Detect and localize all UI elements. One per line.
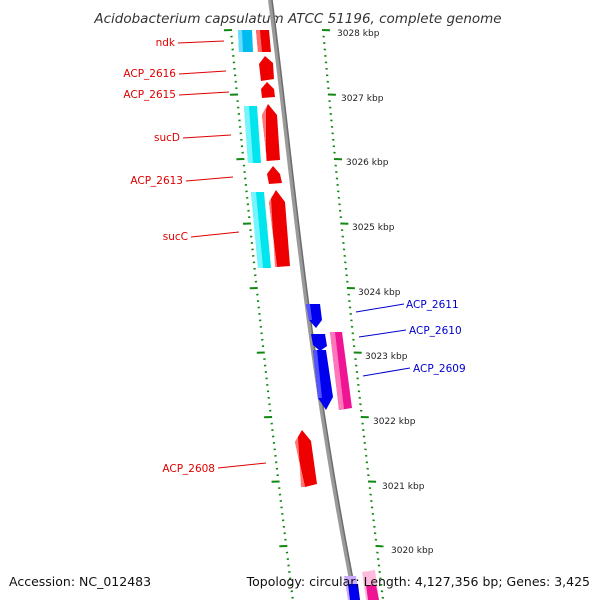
gene-bottom-blue[interactable]	[348, 584, 360, 600]
gene-acp-2616[interactable]	[259, 56, 274, 81]
genome-backbone-shadow	[271, 0, 358, 600]
tick-label: 3021 kbp	[382, 482, 425, 492]
outer-tick-ring	[321, 29, 385, 599]
gene-labels: ndk ACP_2616 ACP_2615 sucD ACP_2613 sucC…	[123, 37, 465, 475]
gene-label-acp-2616[interactable]: ACP_2616	[123, 68, 176, 80]
gene-label-sucC[interactable]: sucC	[163, 231, 188, 243]
gene-acp-2610[interactable]	[311, 334, 327, 351]
gene-features	[238, 30, 379, 600]
gene-acp-2610-pink-highlight	[330, 332, 344, 410]
gene-label-acp-2610[interactable]: ACP_2610	[409, 325, 462, 337]
gene-ndk-highlight	[256, 30, 262, 52]
gene-label-acp-2615[interactable]: ACP_2615	[123, 89, 176, 101]
gene-sucD-cyan-highlight	[244, 106, 253, 163]
tick-label: 3028 kbp	[337, 29, 380, 39]
gene-ndk-cyan-highlight	[238, 30, 243, 52]
gene-acp-2608[interactable]	[295, 430, 317, 487]
inner-tick-ring	[223, 29, 294, 599]
gene-acp-2611-highlight	[306, 304, 312, 320]
genome-backbone	[268, 0, 357, 600]
gene-label-acp-2613[interactable]: ACP_2613	[130, 175, 183, 187]
gene-sucC-cyan-highlight	[251, 192, 263, 268]
gene-label-sucD[interactable]: sucD	[154, 132, 180, 144]
tick-labels: 3028 kbp 3027 kbp 3026 kbp 3025 kbp 3024…	[337, 29, 434, 556]
gene-bottom-magenta[interactable]	[366, 585, 379, 600]
accession-text: Accession: NC_012483	[9, 574, 151, 589]
gene-sucD[interactable]	[262, 104, 280, 161]
gene-label-acp-2609[interactable]: ACP_2609	[413, 363, 466, 375]
label-lines	[177, 40, 411, 469]
gene-label-ndk[interactable]: ndk	[156, 37, 176, 49]
tick-label: 3027 kbp	[341, 94, 384, 104]
gene-label-acp-2611[interactable]: ACP_2611	[406, 299, 459, 311]
gene-acp-2609-highlight	[313, 350, 322, 398]
tick-label: 3025 kbp	[352, 223, 395, 233]
genome-summary-text: Topology: circular; Length: 4,127,356 bp…	[246, 574, 590, 589]
gene-acp-2613[interactable]	[267, 166, 282, 184]
tick-label: 3024 kbp	[358, 288, 401, 298]
gene-sucD-highlight	[262, 104, 268, 161]
tick-label: 3026 kbp	[346, 158, 389, 168]
tick-label: 3020 kbp	[391, 546, 434, 556]
gene-acp-2608-highlight	[295, 430, 305, 487]
gene-acp-2615[interactable]	[261, 82, 275, 98]
gene-sucC[interactable]	[269, 190, 290, 267]
tick-label: 3022 kbp	[373, 417, 416, 427]
map-title: Acidobacterium capsulatum ATCC 51196, co…	[93, 11, 501, 27]
gene-label-acp-2608[interactable]: ACP_2608	[162, 463, 215, 475]
tick-label: 3023 kbp	[365, 352, 408, 362]
gene-sucC-highlight	[269, 190, 277, 267]
